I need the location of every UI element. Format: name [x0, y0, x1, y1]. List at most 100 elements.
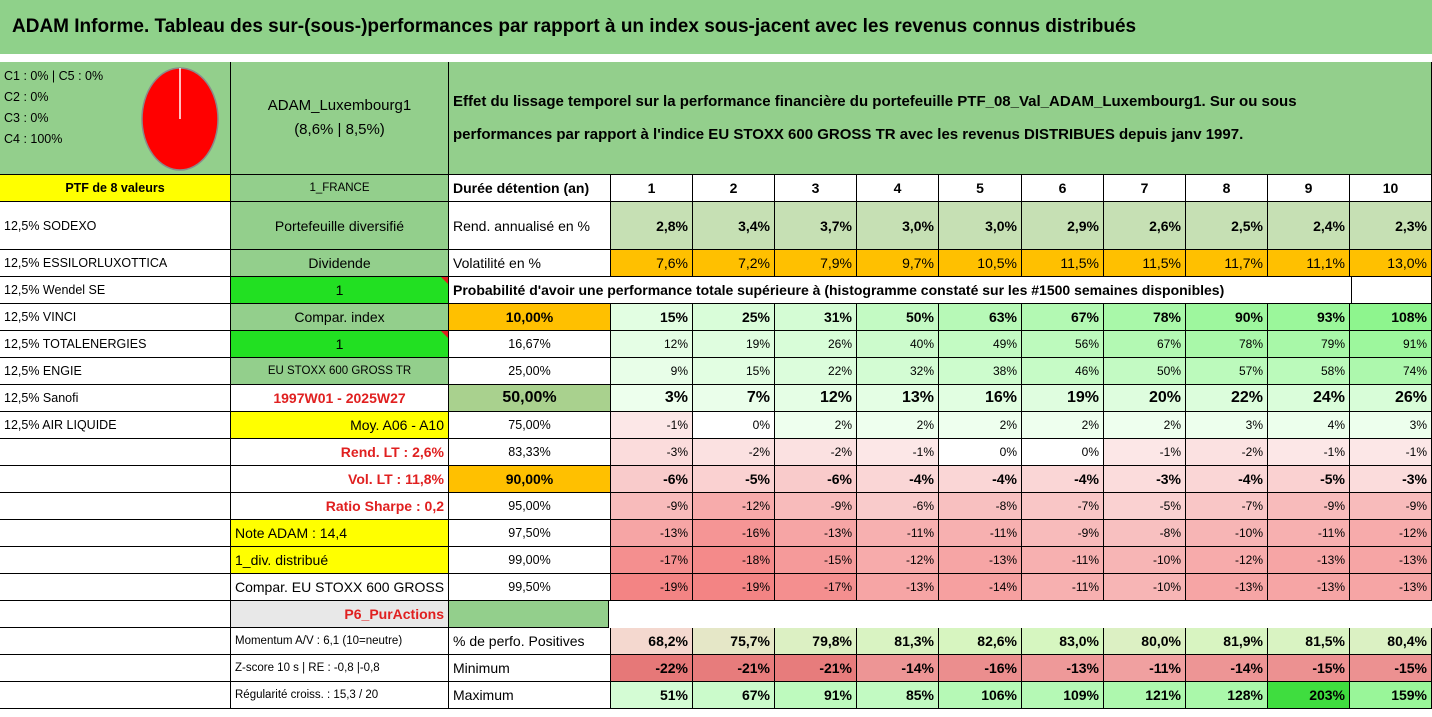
dividend-label: Dividende: [231, 250, 449, 277]
threshold-cell: 10,00%: [449, 304, 611, 331]
holding-row: 12,5% ESSILORLUXOTTICA: [0, 250, 231, 277]
rend-value: 2,9%: [1022, 202, 1104, 250]
rend-value: 3,0%: [857, 202, 939, 250]
stat-value: 81,5%: [1268, 628, 1350, 655]
compar-value[interactable]: 1: [231, 331, 449, 358]
rend-value: 3,0%: [939, 202, 1022, 250]
description-line: performances par rapport à l'indice EU S…: [453, 126, 1244, 143]
probability-value: 90%: [1186, 304, 1268, 331]
probability-value: -9%: [1268, 493, 1350, 520]
probability-value: 0%: [693, 412, 775, 439]
probability-value: -4%: [1186, 466, 1268, 493]
probability-value: 20%: [1104, 385, 1186, 412]
stat-value: 81,3%: [857, 628, 939, 655]
probability-value: -11%: [939, 520, 1022, 547]
moy-cell: Moy. A06 - A10: [231, 412, 449, 439]
empty-cell: [0, 439, 231, 466]
probability-value: -12%: [1186, 547, 1268, 574]
probability-value: 93%: [1268, 304, 1350, 331]
probability-value: 26%: [775, 331, 857, 358]
probability-value: -11%: [1268, 520, 1350, 547]
stat-value: -14%: [857, 655, 939, 682]
rend-value: 2,5%: [1186, 202, 1268, 250]
probability-value: 79%: [1268, 331, 1350, 358]
probability-value: 49%: [939, 331, 1022, 358]
probability-value: 4%: [1268, 412, 1350, 439]
probability-value: -7%: [1186, 493, 1268, 520]
dividend-value[interactable]: 1: [231, 277, 449, 304]
probability-value: -19%: [611, 574, 693, 601]
compar-full-cell: Compar. EU STOXX 600 GROSS TR: [231, 574, 449, 601]
compar-value-text: 1: [335, 336, 344, 352]
probability-value: 2%: [939, 412, 1022, 439]
probability-value: -8%: [1104, 520, 1186, 547]
probability-value: 3%: [611, 385, 693, 412]
probability-value: 15%: [693, 358, 775, 385]
duration-header-label: Durée détention (an): [449, 175, 611, 202]
stat-value: 80,0%: [1104, 628, 1186, 655]
probability-value: 22%: [1186, 385, 1268, 412]
stat-value: -14%: [1186, 655, 1268, 682]
empty-cell: [0, 493, 231, 520]
probability-value: -2%: [775, 439, 857, 466]
probability-value: -11%: [1022, 574, 1104, 601]
probability-value: 3%: [1186, 412, 1268, 439]
year-header: 6: [1022, 175, 1104, 202]
year-header: 3: [775, 175, 857, 202]
probability-value: 12%: [775, 385, 857, 412]
threshold-cell: 50,00%: [449, 385, 611, 412]
stat-value: -21%: [693, 655, 775, 682]
legend-line: C1 : 0% | C5 : 0%: [4, 69, 104, 83]
probability-value: -13%: [1350, 547, 1432, 574]
probability-value: -9%: [775, 493, 857, 520]
year-header: 8: [1186, 175, 1268, 202]
probability-value: 57%: [1186, 358, 1268, 385]
country-cell: 1_FRANCE: [231, 175, 449, 202]
year-header: 7: [1104, 175, 1186, 202]
probability-value: -18%: [693, 547, 775, 574]
probability-value: 26%: [1350, 385, 1432, 412]
stat-value: 81,9%: [1186, 628, 1268, 655]
holding-row: 12,5% ENGIE: [0, 358, 231, 385]
empty-cell: [0, 601, 231, 628]
probability-value: -12%: [857, 547, 939, 574]
dividend-value-text: 1: [335, 282, 344, 298]
stat-value: 159%: [1350, 682, 1432, 709]
stat-value: -22%: [611, 655, 693, 682]
probability-value: 13%: [857, 385, 939, 412]
probability-value: -13%: [611, 520, 693, 547]
empty-cell: [0, 547, 231, 574]
stat-label: Maximum: [449, 682, 611, 709]
probability-value: -19%: [693, 574, 775, 601]
probability-value: -3%: [611, 439, 693, 466]
year-header: 4: [857, 175, 939, 202]
probability-value: 91%: [1350, 331, 1432, 358]
probability-value: -2%: [693, 439, 775, 466]
rend-value: 2,6%: [1104, 202, 1186, 250]
ptf-label: PTF de 8 valeurs: [0, 175, 231, 202]
probability-value: 19%: [693, 331, 775, 358]
probability-value: -5%: [1268, 466, 1350, 493]
probability-value: -1%: [1350, 439, 1432, 466]
empty-cell: [0, 682, 231, 709]
probability-value: 25%: [693, 304, 775, 331]
vol-value: 7,9%: [775, 250, 857, 277]
stat-value: -13%: [1022, 655, 1104, 682]
probability-value: 38%: [939, 358, 1022, 385]
vol-value: 11,1%: [1268, 250, 1350, 277]
stat-value: 75,7%: [693, 628, 775, 655]
probability-value: 2%: [1104, 412, 1186, 439]
stat-value: -16%: [939, 655, 1022, 682]
holding-row: 12,5% SODEXO: [0, 202, 231, 250]
year-header: 5: [939, 175, 1022, 202]
stat-value: 121%: [1104, 682, 1186, 709]
probability-value: -11%: [1022, 547, 1104, 574]
rend-value: 2,4%: [1268, 202, 1350, 250]
vol-value: 9,7%: [857, 250, 939, 277]
rend-value: 2,3%: [1350, 202, 1432, 250]
probability-value: 58%: [1268, 358, 1350, 385]
momentum-cell: Momentum A/V : 6,1 (10=neutre): [231, 628, 449, 655]
probability-value: 2%: [1022, 412, 1104, 439]
stat-value: -21%: [775, 655, 857, 682]
